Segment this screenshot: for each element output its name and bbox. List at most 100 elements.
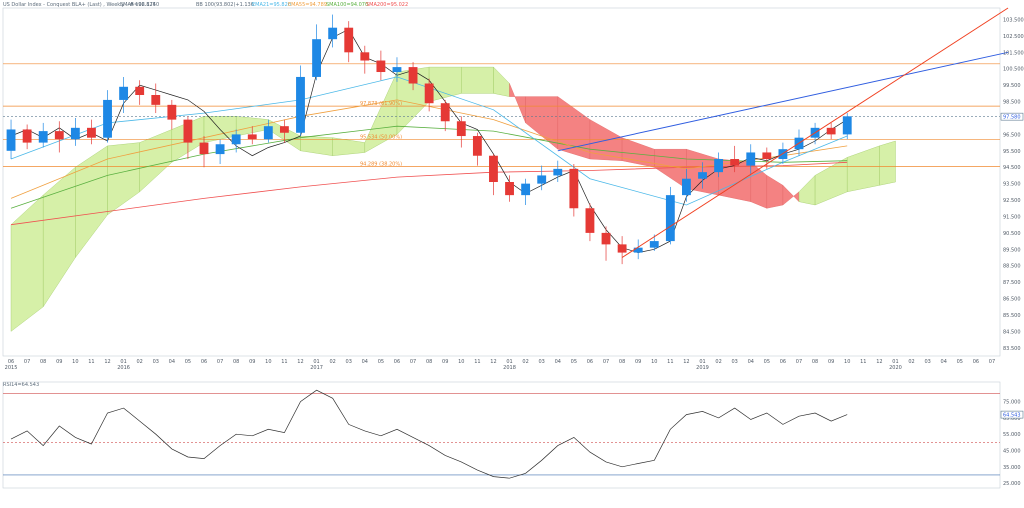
candle-down: [199, 142, 209, 155]
month-tick-label: 09: [635, 359, 641, 365]
month-tick-label: 09: [442, 359, 448, 365]
candle-up: [698, 172, 707, 179]
price-tick-label: 84.500: [1003, 329, 1021, 335]
sma100-legend: SMA100=94.070: [326, 2, 368, 8]
price-line: [10, 28, 848, 253]
rsi-line: [10, 389, 848, 479]
month-tick-label: 11: [88, 359, 94, 365]
candle-up: [6, 129, 16, 151]
cloud-bull-segment: [798, 174, 816, 206]
chart-title: US Dollar Index - Conquest BLA+ (Last) ,…: [3, 2, 159, 8]
month-tick-label: 01: [892, 359, 898, 365]
month-tick-label: 06: [201, 359, 207, 365]
month-tick-label: 09: [828, 359, 834, 365]
cloud-bear-segment: [782, 184, 800, 206]
candle-down: [360, 52, 370, 61]
month-tick-label: 10: [265, 359, 271, 365]
month-tick-label: 08: [426, 359, 432, 365]
candle-down: [730, 159, 740, 166]
candle-up: [296, 76, 305, 133]
month-tick-label: 04: [748, 359, 754, 365]
cloud-bear-segment: [509, 83, 526, 123]
fib-level-label: 94.289 (38.20%): [360, 161, 402, 167]
price-panel: 97.873 (61.90%) 95.534 (50.00%) 94.289 (38…: [2, 7, 1024, 371]
fib-level-label: 95.534 (50.00%): [360, 134, 402, 140]
year-tick-label: 2018: [503, 365, 516, 371]
rsi-tick-label: 35.000: [1003, 465, 1021, 471]
candle-up: [312, 39, 321, 77]
ema55-legend: EMA55=94.789: [288, 2, 327, 8]
candle-up: [553, 168, 563, 176]
candle-down: [472, 136, 482, 156]
month-tick-label: 04: [941, 359, 947, 365]
candle-up: [714, 159, 724, 173]
rsi-legend: RSI14=64.543: [3, 382, 39, 388]
price-tick-label: 88.500: [1003, 264, 1021, 270]
candle-up: [665, 195, 675, 242]
month-tick-label: 09: [249, 359, 255, 365]
candle-up: [746, 152, 756, 166]
month-tick-label: 03: [731, 359, 737, 365]
month-tick-label: 12: [297, 359, 303, 365]
price-tick-label: 83.500: [1003, 346, 1021, 352]
candle-up: [70, 127, 80, 140]
month-tick-label: 04: [169, 359, 175, 365]
cloud-bull-segment: [428, 66, 462, 102]
cloud-bull-segment: [139, 129, 173, 193]
month-tick-label: 06: [8, 359, 14, 365]
cloud-bull-segment: [364, 71, 398, 153]
candle-up: [633, 247, 643, 253]
month-tick-label: 07: [24, 359, 30, 365]
cloud-bull-segment: [107, 142, 140, 216]
price-tick-label: 100.500: [1003, 67, 1024, 73]
candle-down: [505, 182, 514, 196]
price-tick-label: 96.500: [1003, 132, 1021, 138]
month-tick-label: 07: [217, 359, 223, 365]
candle-down: [601, 232, 611, 245]
month-tick-label: 10: [72, 359, 78, 365]
year-tick-label: 2019: [696, 365, 709, 371]
month-tick-label: 05: [571, 359, 577, 365]
month-tick-label: 03: [539, 359, 545, 365]
rsi-tick-label: 75.000: [1003, 400, 1021, 406]
month-tick-label: 05: [185, 359, 191, 365]
price-frame: [2, 7, 1001, 357]
month-tick-label: 01: [506, 359, 512, 365]
month-tick-label: 05: [378, 359, 384, 365]
cloud-bull-segment: [332, 137, 365, 156]
cloud-bull-segment: [879, 140, 896, 186]
month-tick-label: 11: [667, 359, 673, 365]
month-tick-label: 02: [715, 359, 721, 365]
price-tick-label: 92.500: [1003, 198, 1021, 204]
price-tick-label: 87.500: [1003, 280, 1021, 286]
cloud-bear-segment: [525, 96, 558, 150]
month-tick-label: 06: [973, 359, 979, 365]
month-tick-label: 08: [233, 359, 239, 365]
rsi-value-label: 64.543: [1003, 413, 1021, 419]
candle-down: [376, 60, 386, 73]
month-tick-label: 05: [764, 359, 770, 365]
cloud-bull-segment: [814, 157, 848, 206]
month-tick-label: 02: [136, 359, 142, 365]
candle-down: [408, 67, 418, 84]
candle-down: [424, 83, 434, 104]
sma-legend: SMA5=96.824: [120, 2, 156, 8]
cloud-bull-segment: [847, 145, 880, 193]
month-tick-label: 05: [957, 359, 963, 365]
price-tick-label: 101.500: [1003, 50, 1024, 56]
price-tick-label: 94.500: [1003, 165, 1021, 171]
candle-down: [617, 244, 627, 253]
price-tick-label: 103.500: [1003, 17, 1024, 23]
candle-up: [537, 175, 547, 184]
price-tick-label: 95.500: [1003, 149, 1021, 155]
trendline-blue: [557, 51, 1009, 152]
year-tick-label: 2017: [310, 365, 323, 371]
price-tick-label: 86.500: [1003, 297, 1021, 303]
candle-down: [183, 119, 193, 143]
month-tick-label: 07: [603, 359, 609, 365]
month-tick-label: 02: [908, 359, 914, 365]
ema21-line: [10, 76, 848, 206]
month-tick-label: 06: [394, 359, 400, 365]
price-tick-label: 90.500: [1003, 231, 1021, 237]
